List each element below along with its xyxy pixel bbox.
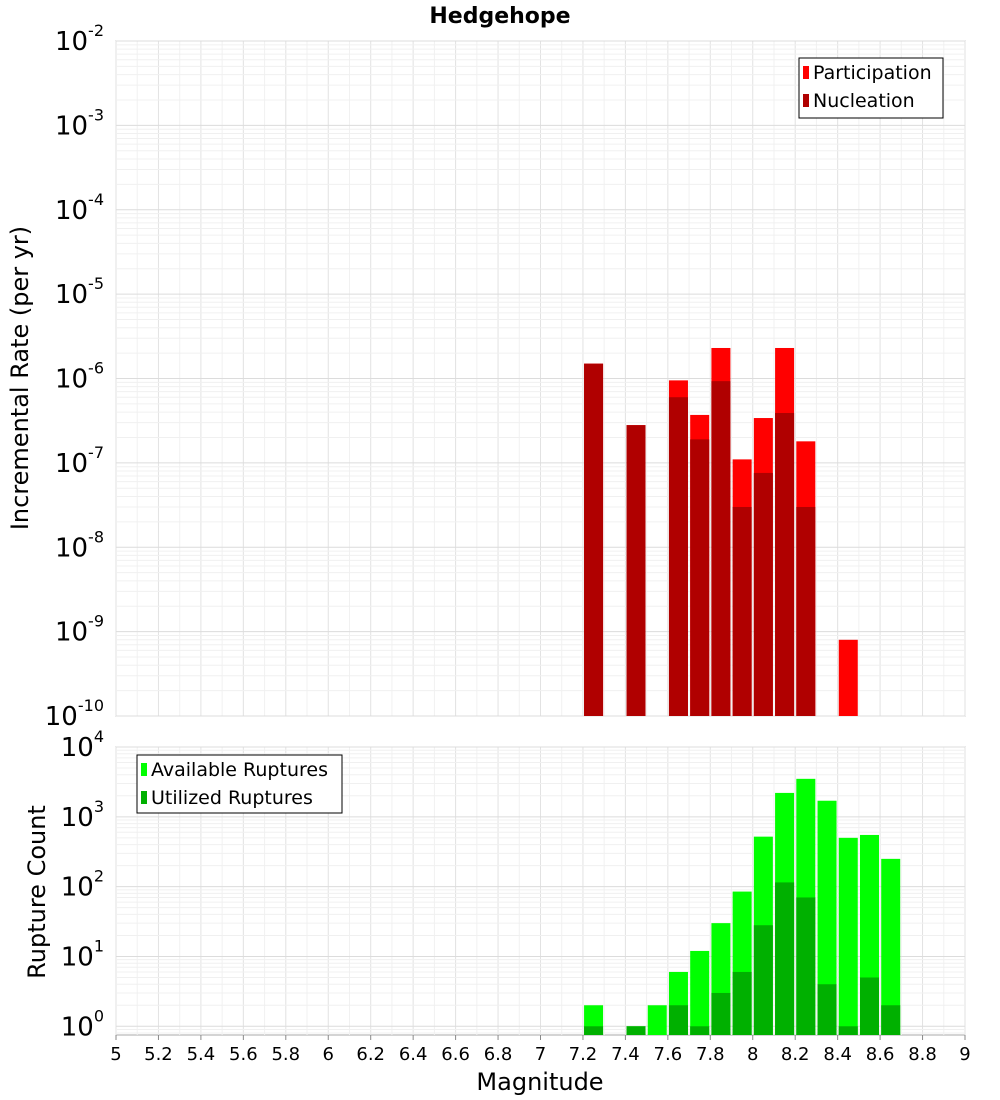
legend-swatch-available: [141, 763, 147, 776]
x-tick-label: 8.6: [866, 1044, 895, 1065]
top-y-tick-label: 10-8: [55, 527, 104, 563]
x-tick-label: 5.4: [187, 1044, 216, 1065]
rate-bar-a: [838, 639, 858, 716]
x-tick-label: 7.8: [696, 1044, 725, 1065]
x-tick-label: 6.2: [356, 1044, 385, 1065]
count-bar-b: [732, 971, 752, 1035]
count-bar-b: [796, 897, 816, 1035]
x-tick-label: 6.8: [484, 1044, 513, 1065]
chart-title: Hedgehope: [429, 4, 570, 29]
bottom-y-tick-label: 104: [61, 727, 104, 763]
x-tick-label: 5.6: [229, 1044, 258, 1065]
legend-swatch-participation: [803, 66, 809, 79]
x-tick-label: 8.8: [908, 1044, 937, 1065]
count-bar-b: [711, 992, 731, 1035]
count-bar-a: [690, 950, 710, 1035]
top-y-tick-label: 10-9: [55, 612, 104, 648]
count-bar-b: [775, 882, 795, 1035]
top-legend: Participation Nucleation: [798, 57, 944, 119]
legend-label-nucleation: Nucleation: [813, 90, 915, 112]
top-y-tick-label: 10-2: [55, 21, 104, 57]
top-y-ticks: 10-2 10-3 10-4 10-5 10-6 10-7 10-8 10-9 10-10: [45, 21, 104, 732]
top-y-tick-label: 10-5: [55, 274, 104, 310]
legend-label-participation: Participation: [813, 62, 932, 84]
bottom-legend: Available Ruptures Utilized Ruptures: [136, 754, 343, 814]
count-bar-b: [859, 977, 879, 1035]
x-tick-label: 5.2: [144, 1044, 173, 1065]
x-tick-label: 5: [110, 1044, 121, 1065]
top-panel: 10-2 10-3 10-4 10-5 10-6 10-7 10-8 10-9 10-10 In…: [6, 21, 966, 732]
x-tick-label: 7.2: [569, 1044, 598, 1065]
x-tick-label: 7.6: [654, 1044, 683, 1065]
x-tick-label: 6.4: [399, 1044, 428, 1065]
x-ticks: 5 5.2 5.4 5.6 5.8 6 6.2 6.4 6.6 6.8 7 7.2 7.4 7.6 7.8 8…: [110, 1035, 971, 1065]
count-bar-b: [881, 1005, 901, 1035]
rate-bar-b: [775, 413, 795, 716]
bottom-y-tick-label: 101: [61, 936, 104, 972]
bottom-y-tick-label: 103: [61, 797, 104, 833]
count-bar-b: [690, 1026, 710, 1035]
rate-bar-b: [690, 439, 710, 716]
x-tick-label: 8: [747, 1044, 758, 1065]
top-legend-box: [798, 57, 944, 119]
bottom-y-axis-label: Rupture Count: [23, 805, 51, 979]
count-bar-b: [668, 1005, 688, 1035]
count-bar-a: [817, 800, 837, 1035]
bottom-bars: [584, 778, 901, 1035]
top-y-tick-label: 10-6: [55, 359, 104, 395]
rate-bar-b: [711, 381, 731, 716]
x-tick-label: 7: [535, 1044, 546, 1065]
rate-bar-b: [753, 472, 773, 716]
legend-swatch-utilized: [141, 791, 147, 804]
count-bar-b: [584, 1026, 604, 1035]
bottom-legend-box: [136, 754, 343, 814]
x-tick-label: 5.8: [271, 1044, 300, 1065]
x-tick-label: 8.4: [823, 1044, 852, 1065]
top-y-tick-label: 10-4: [55, 190, 104, 226]
bottom-panel: 104 103 102 101 100 5 5.2 5.4 5.6 5.8 6 6.2 6.4 6.6 6…: [23, 727, 971, 1096]
count-bar-a: [881, 858, 901, 1035]
count-bar-a: [647, 1005, 667, 1035]
legend-label-utilized: Utilized Ruptures: [151, 787, 313, 809]
rate-bar-b: [626, 425, 646, 716]
x-tick-label: 7.4: [611, 1044, 640, 1065]
x-tick-label: 9: [959, 1044, 970, 1065]
count-bar-b: [753, 925, 773, 1035]
rate-bar-b: [668, 397, 688, 716]
rate-bar-b: [584, 363, 604, 716]
top-y-tick-label: 10-10: [45, 696, 104, 732]
count-bar-b: [626, 1026, 646, 1035]
x-tick-label: 6: [323, 1044, 334, 1065]
bottom-y-tick-label: 100: [61, 1006, 104, 1042]
bottom-y-tick-label: 102: [61, 867, 104, 903]
top-y-tick-label: 10-7: [55, 443, 104, 479]
legend-label-available: Available Ruptures: [151, 759, 328, 781]
count-bar-a: [838, 837, 858, 1035]
x-tick-label: 8.2: [781, 1044, 810, 1065]
x-axis-label: Magnitude: [476, 1068, 603, 1096]
count-bar-b: [838, 1026, 858, 1035]
top-grid: [115, 40, 966, 717]
top-y-axis-label: Incremental Rate (per yr): [6, 226, 34, 530]
rate-bar-b: [796, 506, 816, 716]
count-bar-b: [817, 984, 837, 1035]
bottom-y-ticks: 104 103 102 101 100: [61, 727, 104, 1042]
rate-bar-b: [732, 506, 752, 716]
x-tick-label: 6.6: [441, 1044, 470, 1065]
top-y-tick-label: 10-3: [55, 105, 104, 141]
legend-swatch-nucleation: [803, 94, 809, 107]
top-bars: [584, 347, 858, 716]
